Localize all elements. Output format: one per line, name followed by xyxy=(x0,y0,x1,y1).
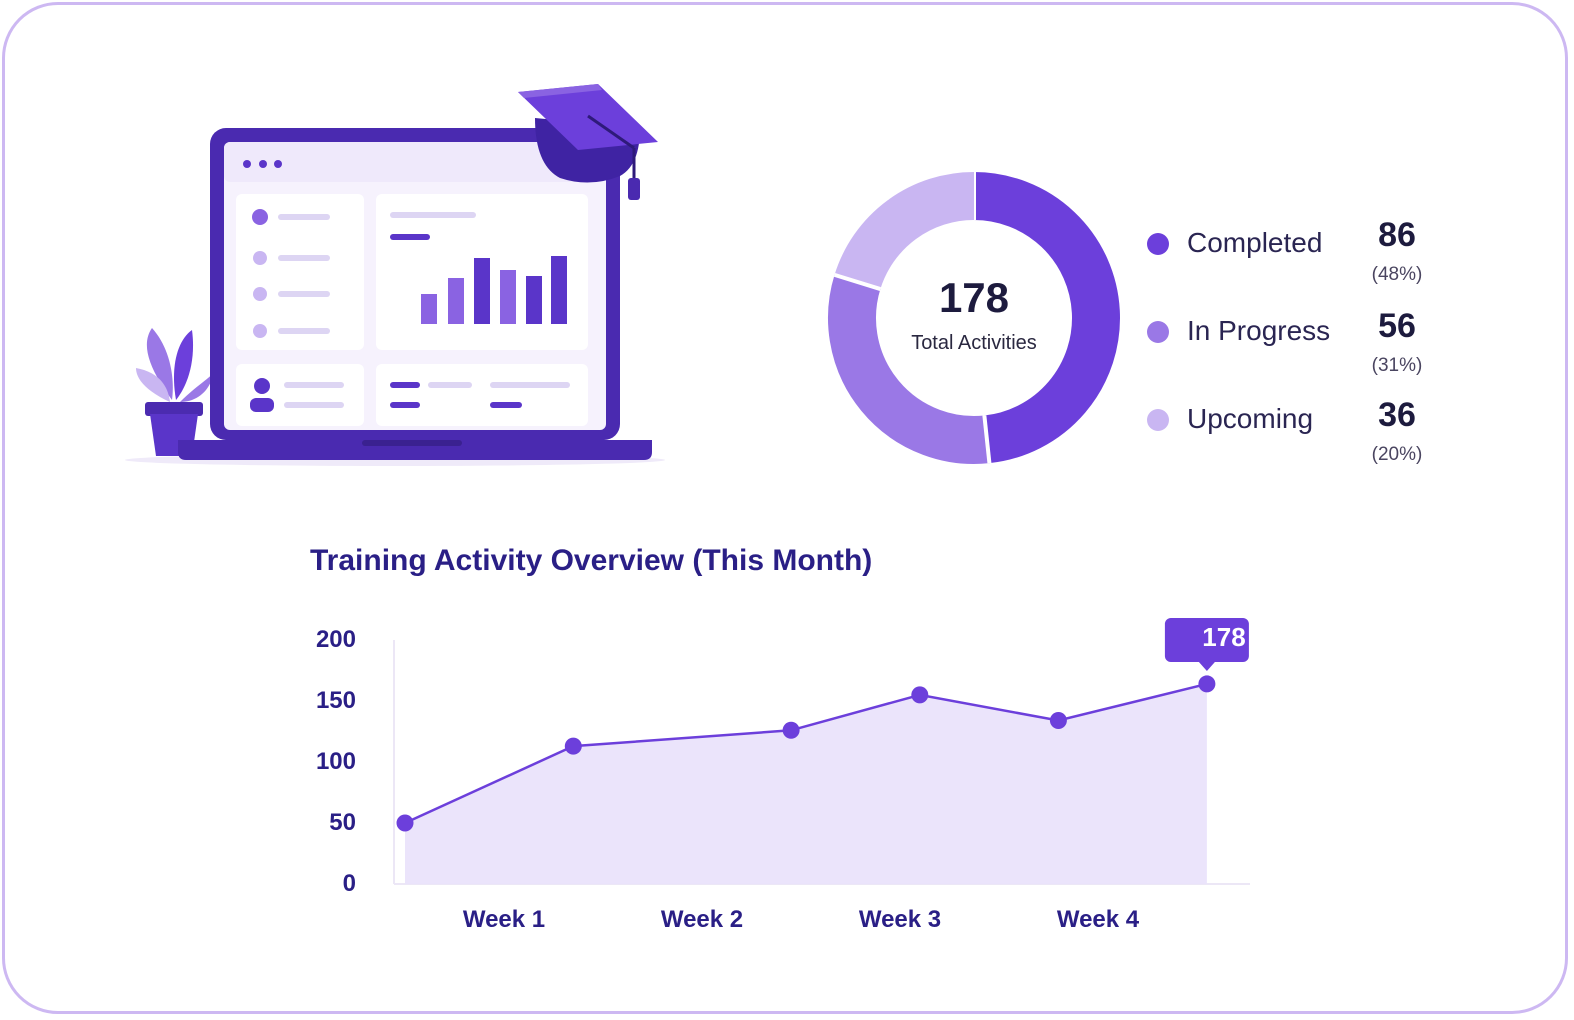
legend-value-in-progress: 56 xyxy=(1378,307,1416,345)
y-tick-label: 100 xyxy=(315,748,356,775)
legend-percent-in-progress: (31%) xyxy=(1371,355,1423,376)
donut-slice-upcoming xyxy=(834,172,975,290)
y-tick-label: 50 xyxy=(329,809,356,836)
data-point-1 xyxy=(396,814,414,832)
donut-slice-completed xyxy=(973,172,1120,464)
area-fill xyxy=(405,683,1207,884)
donut-slice-in-progress xyxy=(828,274,990,464)
legend-value-upcoming: 36 xyxy=(1378,396,1416,434)
graduation-cap-icon xyxy=(518,84,658,200)
y-tick-label: 0 xyxy=(342,870,356,897)
y-tick-label: 150 xyxy=(315,687,356,714)
legend-label-in-progress: In Progress xyxy=(1187,315,1331,346)
donut-separator xyxy=(982,415,992,464)
peak-callout-bubble xyxy=(1164,618,1249,671)
data-point-2 xyxy=(564,737,582,755)
legend-label-completed: Completed xyxy=(1187,227,1323,258)
x-tick-label: Week 2 xyxy=(660,906,744,933)
chart-title: Training Activity Overview (This Month) xyxy=(310,544,873,577)
x-tick-label: Week 3 xyxy=(858,906,942,933)
series-line xyxy=(404,682,1208,825)
data-point-6 xyxy=(1198,675,1216,693)
data-point-3 xyxy=(782,721,800,739)
legend-label-upcoming: Upcoming xyxy=(1187,403,1314,434)
legend-dot-in-progress xyxy=(1147,321,1169,343)
x-tick-label: Week 4 xyxy=(1056,906,1140,933)
legend-dot-completed xyxy=(1147,233,1169,255)
data-point-4 xyxy=(911,686,929,704)
legend-percent-upcoming: (20%) xyxy=(1371,444,1423,465)
legend-value-completed: 86 xyxy=(1378,216,1416,254)
donut-total-caption: Total Activities xyxy=(911,332,1037,354)
laptop-icon xyxy=(178,128,652,460)
donut-separator xyxy=(833,272,881,291)
peak-callout-label: 178 xyxy=(1202,622,1246,652)
y-tick-label: 200 xyxy=(315,626,356,653)
legend-percent-completed: (48%) xyxy=(1371,264,1423,285)
donut-total-value: 178 xyxy=(938,274,1010,321)
data-point-5 xyxy=(1049,712,1067,730)
legend-dot-upcoming xyxy=(1147,409,1169,431)
x-tick-label: Week 1 xyxy=(462,906,546,933)
